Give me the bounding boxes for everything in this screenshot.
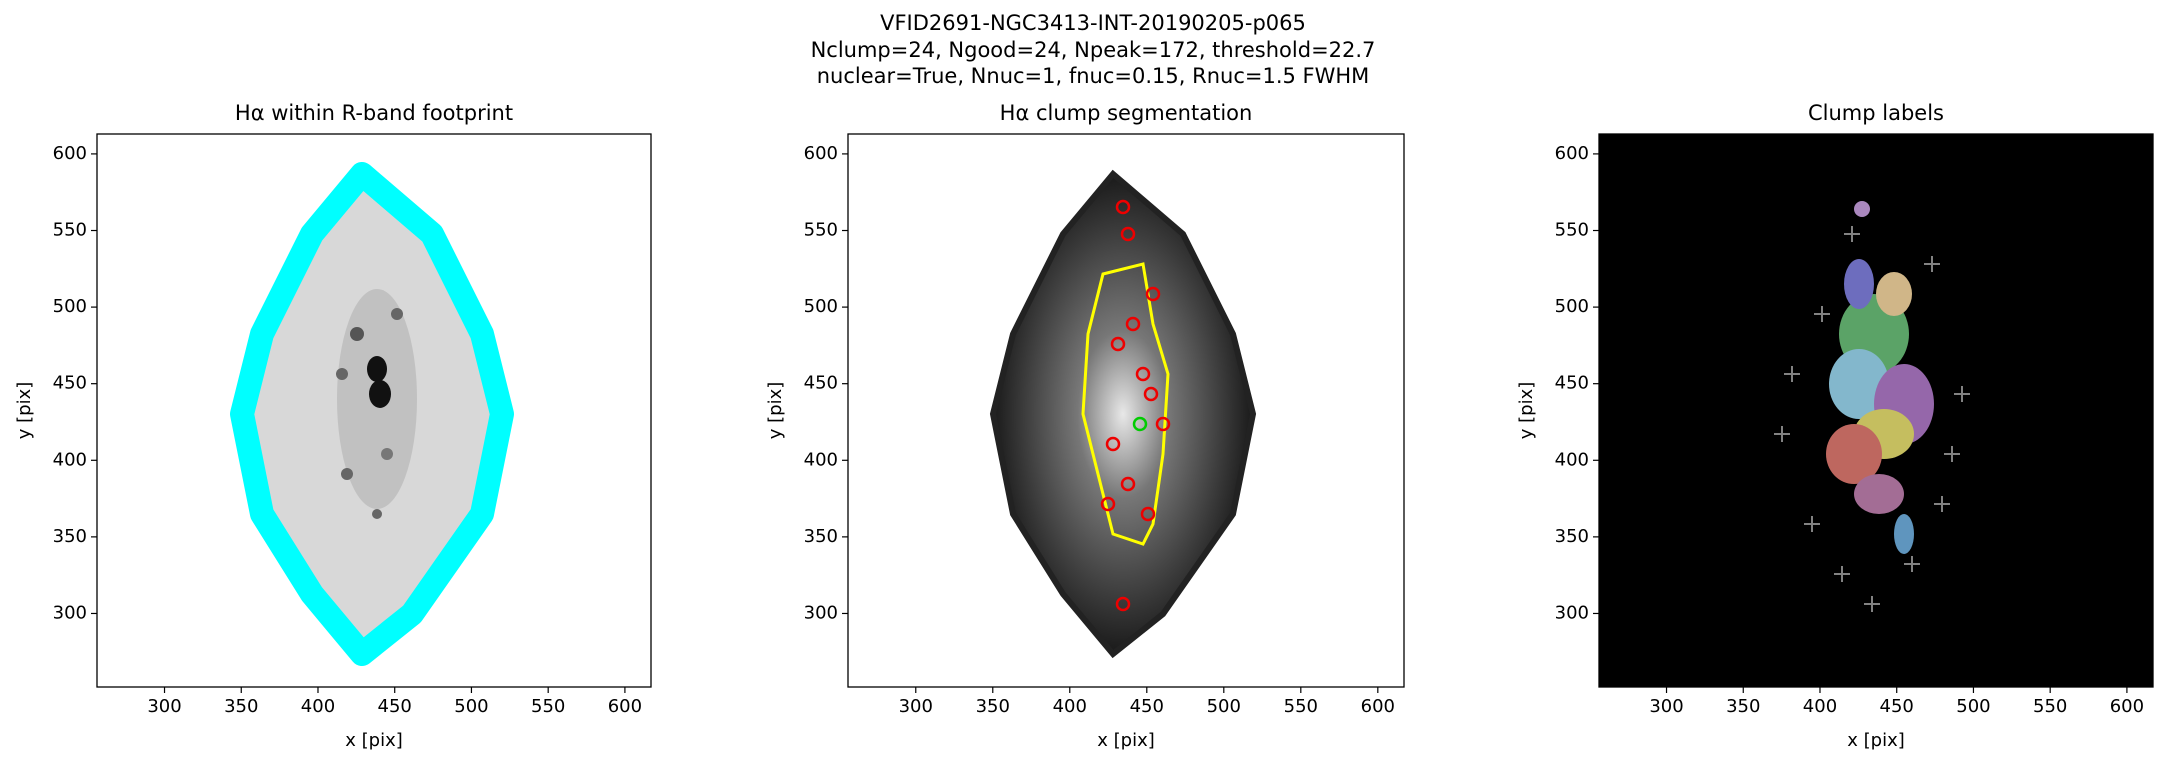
x-tick-label: 400 — [1803, 696, 1837, 717]
axes-frame — [1598, 133, 2154, 688]
y-tick-label: 300 — [53, 602, 87, 623]
figure-title: Nclump=24, Ngood=24, Npeak=172, threshol… — [811, 38, 1376, 62]
y-tick-label: 350 — [804, 526, 838, 547]
x-tick-label: 400 — [301, 696, 335, 717]
y-axis-label: y [pix] — [1516, 382, 1537, 440]
x-tick-label: 500 — [1207, 696, 1241, 717]
x-tick-label: 550 — [531, 696, 565, 717]
axes-frame — [96, 133, 652, 688]
y-tick-label: 550 — [53, 220, 87, 241]
x-axis-label: x [pix] — [345, 730, 403, 751]
x-tick-label: 500 — [1956, 696, 1990, 717]
y-tick-label: 600 — [804, 143, 838, 164]
x-tick-label: 300 — [147, 696, 181, 717]
x-tick-label: 450 — [378, 696, 412, 717]
axes-title: Hα within R-band footprint — [235, 101, 513, 125]
y-tick-label: 550 — [804, 220, 838, 241]
y-tick-label: 300 — [804, 602, 838, 623]
y-tick-label: 350 — [53, 526, 87, 547]
y-tick-label: 600 — [1555, 143, 1589, 164]
y-tick-label: 550 — [1555, 220, 1589, 241]
axes-title: Clump labels — [1808, 101, 1944, 125]
figure-title: VFID2691-NGC3413-INT-20190205-p065 — [880, 11, 1306, 35]
x-tick-label: 600 — [2110, 696, 2144, 717]
x-tick-label: 300 — [899, 696, 933, 717]
x-tick-label: 350 — [1726, 696, 1760, 717]
x-tick-label: 450 — [1130, 696, 1164, 717]
x-tick-label: 550 — [2033, 696, 2067, 717]
y-tick-label: 400 — [1555, 449, 1589, 470]
x-tick-label: 600 — [1361, 696, 1395, 717]
x-tick-label: 350 — [976, 696, 1010, 717]
figure-title: nuclear=True, Nnuc=1, fnuc=0.15, Rnuc=1.… — [817, 64, 1370, 88]
axes-frame — [847, 133, 1405, 688]
y-tick-label: 500 — [1555, 296, 1589, 317]
x-tick-label: 600 — [608, 696, 642, 717]
y-tick-label: 500 — [804, 296, 838, 317]
y-tick-label: 350 — [1555, 526, 1589, 547]
x-tick-label: 550 — [1284, 696, 1318, 717]
y-tick-label: 500 — [53, 296, 87, 317]
y-tick-label: 450 — [1555, 373, 1589, 394]
y-tick-label: 300 — [1555, 602, 1589, 623]
x-tick-label: 400 — [1053, 696, 1087, 717]
y-axis-label: y [pix] — [14, 382, 35, 440]
y-tick-label: 400 — [804, 449, 838, 470]
y-tick-label: 600 — [53, 143, 87, 164]
x-tick-label: 300 — [1649, 696, 1683, 717]
x-axis-label: x [pix] — [1847, 730, 1905, 751]
y-tick-label: 450 — [804, 373, 838, 394]
image-panel-3 — [1599, 134, 2153, 687]
x-tick-label: 500 — [454, 696, 488, 717]
x-tick-label: 350 — [224, 696, 258, 717]
y-tick-label: 450 — [53, 373, 87, 394]
image-panel-2 — [848, 134, 1404, 687]
y-axis-label: y [pix] — [765, 382, 786, 440]
image-panel-1 — [97, 134, 651, 687]
y-tick-label: 400 — [53, 449, 87, 470]
axes-title: Hα clump segmentation — [1000, 101, 1253, 125]
x-tick-label: 450 — [1880, 696, 1914, 717]
x-axis-label: x [pix] — [1097, 730, 1155, 751]
